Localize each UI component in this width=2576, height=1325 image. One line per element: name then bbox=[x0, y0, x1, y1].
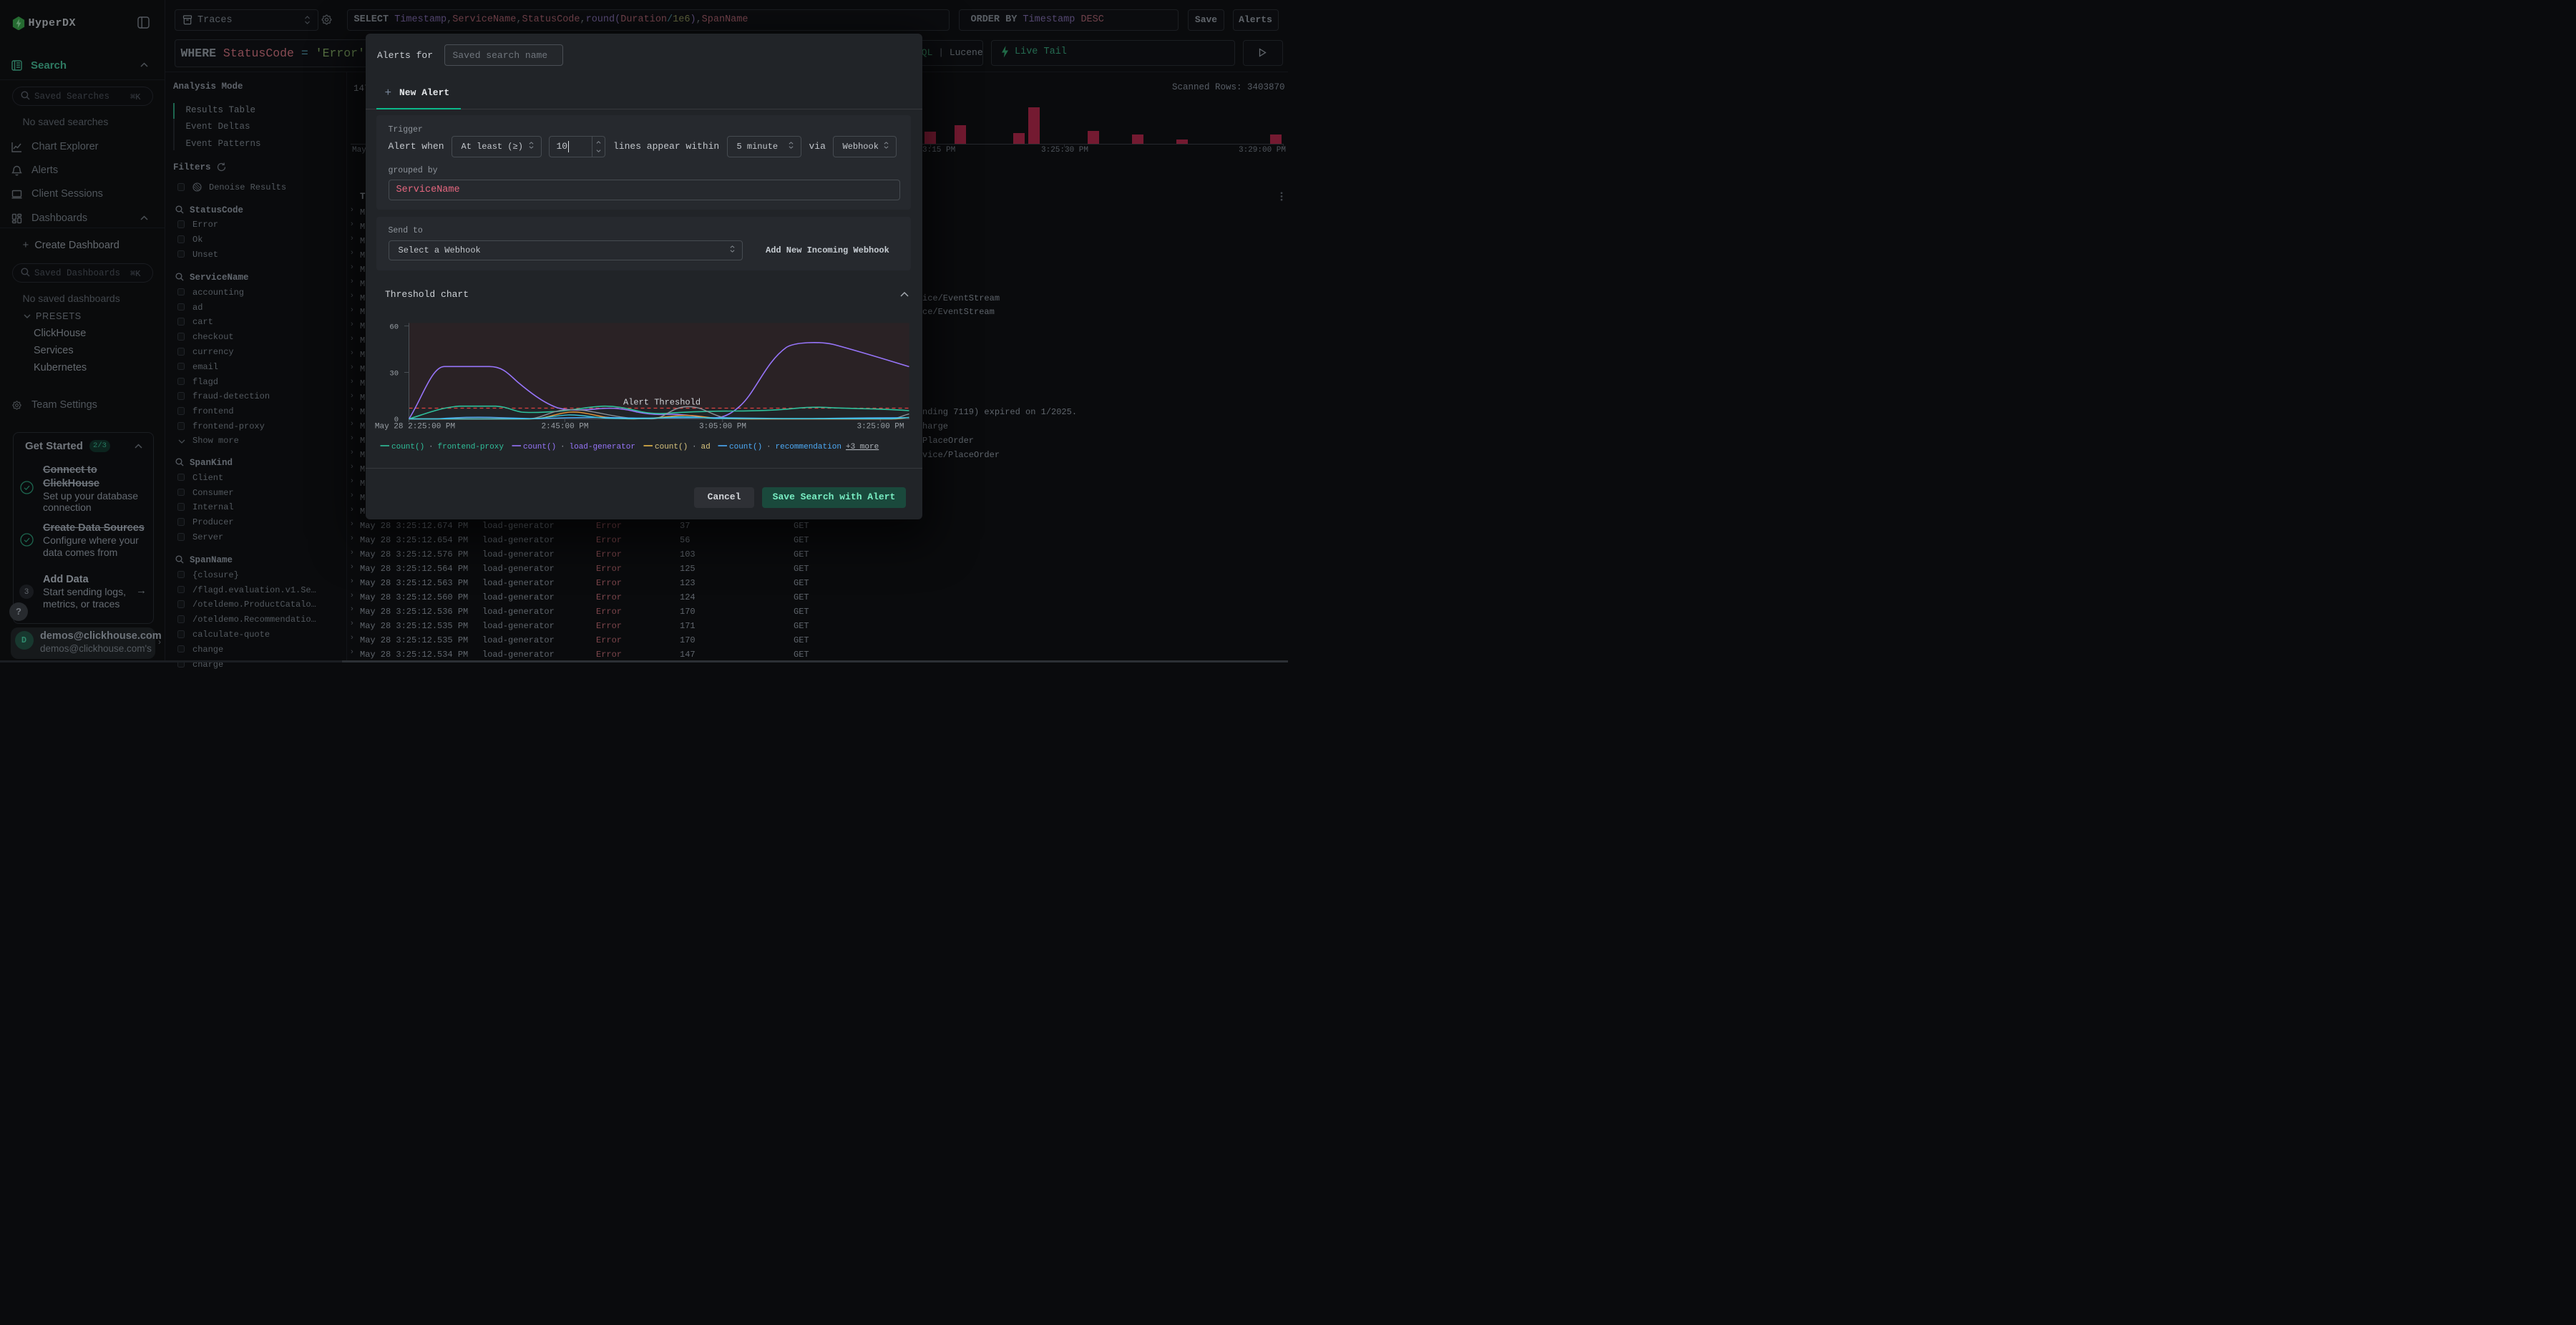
svg-text:+3 more: +3 more bbox=[846, 443, 879, 451]
svg-text:count(): count() bbox=[391, 443, 424, 451]
svg-text:0: 0 bbox=[394, 416, 398, 424]
svg-text:count(): count() bbox=[523, 443, 556, 451]
svg-text:count(): count() bbox=[729, 443, 762, 451]
svg-text:60: 60 bbox=[389, 323, 399, 331]
svg-text:3:05:00 PM: 3:05:00 PM bbox=[698, 422, 746, 431]
svg-text:frontend-proxy: frontend-proxy bbox=[437, 443, 504, 451]
svg-text:3:25:00 PM: 3:25:00 PM bbox=[857, 422, 904, 431]
svg-text:30: 30 bbox=[389, 369, 399, 378]
svg-text:load-generator: load-generator bbox=[569, 443, 635, 451]
svg-text:·: · bbox=[692, 443, 697, 451]
svg-text:count(): count() bbox=[655, 443, 688, 451]
svg-text:·: · bbox=[766, 443, 771, 451]
svg-text:2:45:00 PM: 2:45:00 PM bbox=[541, 422, 588, 431]
svg-text:recommendation: recommendation bbox=[775, 443, 841, 451]
svg-text:·: · bbox=[429, 443, 434, 451]
svg-text:ad: ad bbox=[701, 443, 710, 451]
svg-text:Alert Threshold: Alert Threshold bbox=[623, 397, 701, 407]
svg-text:·: · bbox=[560, 443, 565, 451]
svg-text:May 28 2:25:00 PM: May 28 2:25:00 PM bbox=[374, 422, 454, 431]
